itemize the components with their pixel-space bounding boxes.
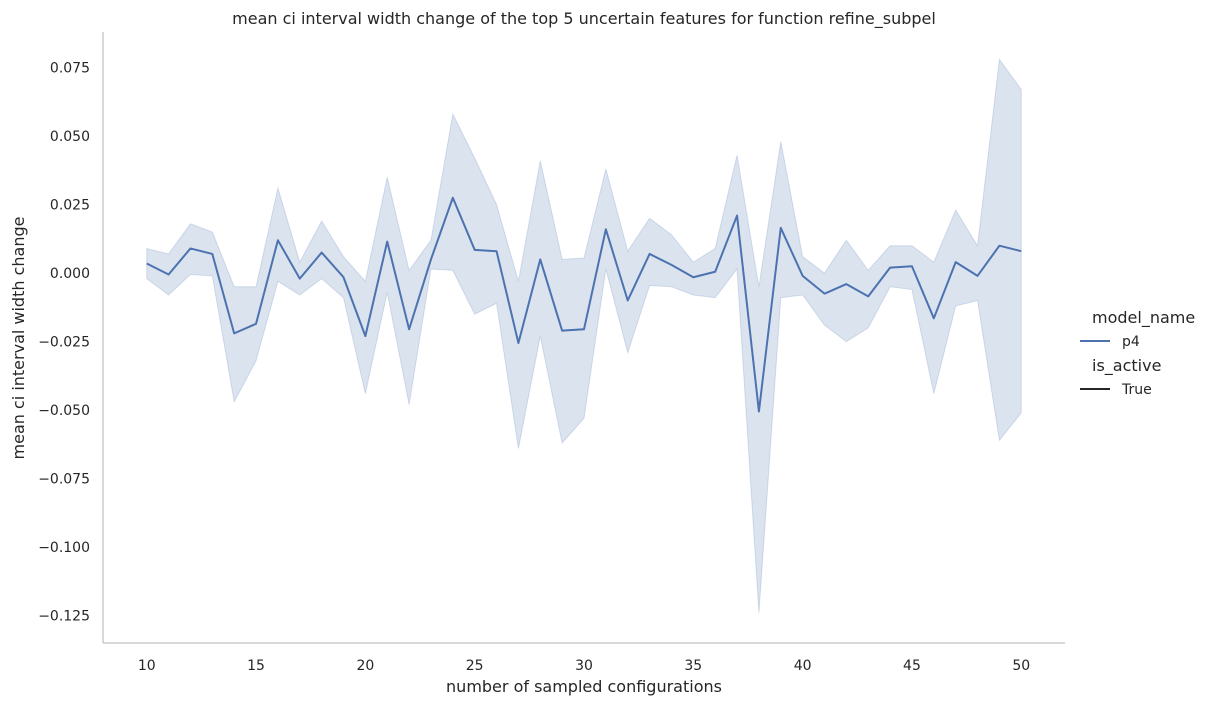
legend-style-entry: True: [1121, 382, 1152, 398]
x-tick-labels: 10 15 20 25 30 35 40 45 50: [138, 658, 1030, 674]
plot-area: [146, 58, 1022, 613]
chart-title: mean ci interval width change of the top…: [232, 9, 936, 29]
legend-hue-title: model_name: [1092, 308, 1195, 328]
y-tick-label: 0.025: [50, 198, 90, 214]
y-axis-label: mean ci interval width change: [9, 217, 28, 460]
y-tick-label: −0.125: [38, 609, 90, 625]
x-axis-label: number of sampled configurations: [446, 677, 722, 696]
x-tick-label: 35: [684, 658, 702, 674]
y-tick-label: −0.075: [38, 472, 90, 488]
x-tick-label: 20: [356, 658, 374, 674]
x-tick-label: 45: [903, 658, 921, 674]
x-tick-label: 15: [247, 658, 265, 674]
x-tick-label: 10: [138, 658, 156, 674]
y-tick-label: −0.100: [38, 540, 90, 556]
x-tick-label: 30: [575, 658, 593, 674]
y-tick-labels: 0.075 0.050 0.025 0.000 −0.025 −0.050 −0.075 −0…: [38, 61, 90, 625]
y-tick-label: 0.050: [50, 129, 90, 145]
y-tick-label: −0.050: [38, 403, 90, 419]
x-tick-label: 50: [1012, 658, 1030, 674]
series-line-p4: [146, 196, 1022, 413]
legend: model_name p4 is_active True: [1080, 308, 1195, 398]
y-tick-label: 0.000: [50, 266, 90, 282]
confidence-band-p4: [146, 58, 1022, 613]
x-tick-label: 40: [794, 658, 812, 674]
y-tick-label: 0.075: [50, 61, 90, 77]
legend-hue-entry: p4: [1122, 334, 1140, 350]
legend-style-title: is_active: [1092, 356, 1161, 376]
y-tick-label: −0.025: [38, 335, 90, 351]
x-tick-label: 25: [466, 658, 484, 674]
